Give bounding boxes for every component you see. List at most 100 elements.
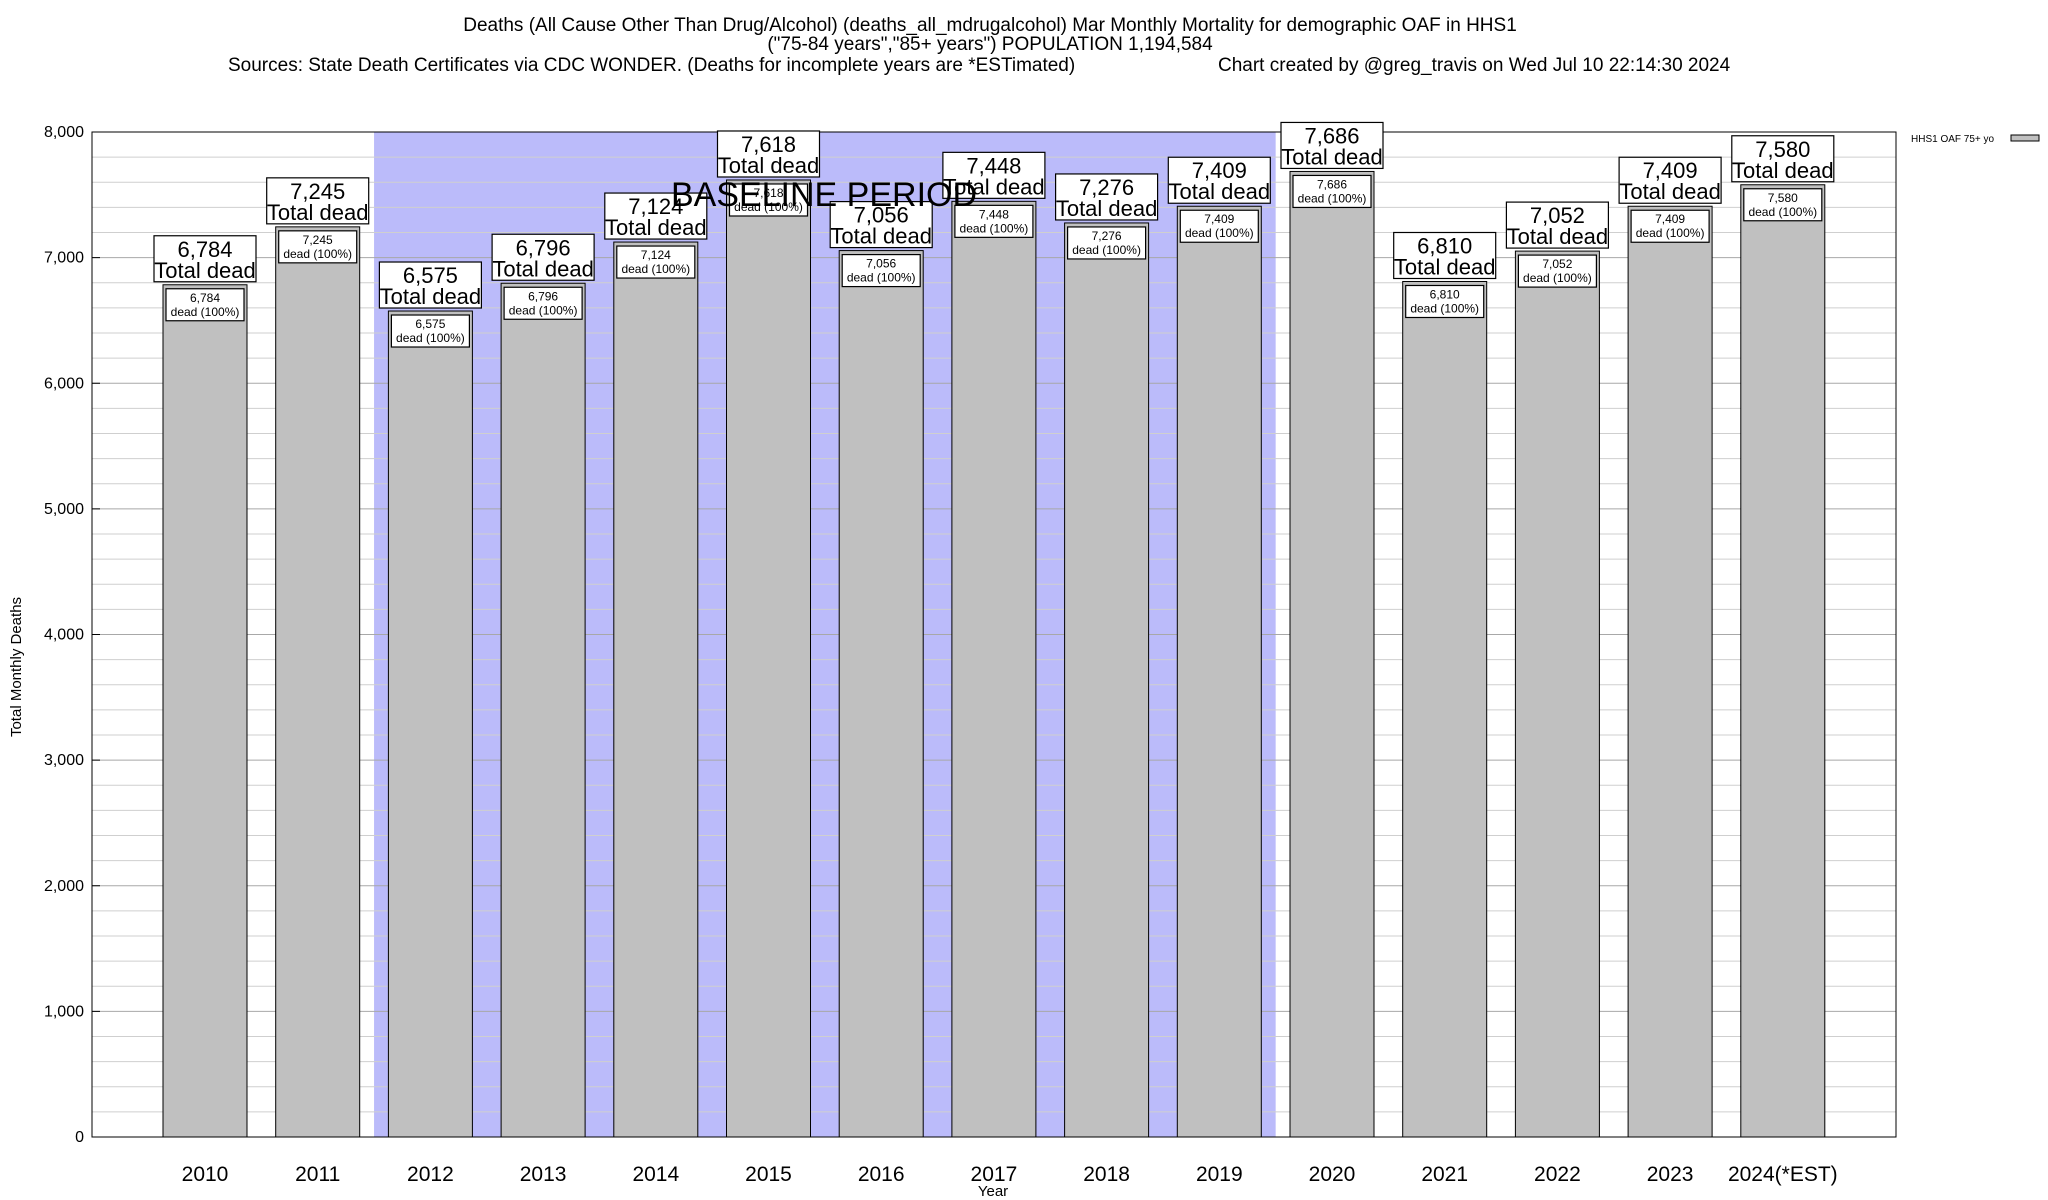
bar (1064, 222, 1150, 1138)
plot-area: 0 1,000 2,000 3,000 4,000 5,000 6,000 7,000 8,00… (44, 121, 1897, 1186)
bar-total-text-label: Total dead (605, 215, 707, 240)
bar (726, 179, 811, 1138)
x-tick-label: 2014 (632, 1163, 679, 1186)
bar-inner-value-label: 7,409 (1204, 212, 1234, 226)
bar-inner-label-box (616, 245, 696, 279)
bar (1402, 280, 1488, 1138)
bar (1176, 205, 1262, 1138)
bar-total-label-box (942, 151, 1046, 199)
bar (1289, 170, 1375, 1138)
x-tick-label: 2012 (407, 1163, 454, 1186)
bar-total-text-label: Total dead (830, 224, 932, 249)
bar-total-label-box (378, 261, 482, 309)
bar-inner-percent-label: dead (100%) (1185, 226, 1254, 240)
x-tick-label: 2023 (1647, 1163, 1694, 1186)
bar-inner-label-box (278, 230, 358, 264)
bar-inner-value-label: 7,245 (303, 233, 333, 247)
chart-title: Deaths (All Cause Other Than Drug/Alcoho… (463, 15, 1517, 36)
bar-inner-label-box (1179, 209, 1259, 243)
bar-inner-label-box (1630, 209, 1710, 243)
bar-inner-value-label: 7,686 (1317, 177, 1347, 191)
bar-total-value-label: 7,409 (1192, 158, 1247, 183)
y-tick-label: 2,000 (44, 878, 84, 895)
y-tick-label: 1,000 (44, 1003, 84, 1020)
bar-inner-value-label: 6,810 (1430, 287, 1460, 301)
bar-inner-value-label: 7,052 (1542, 257, 1572, 271)
bar-total-value-label: 7,618 (741, 132, 796, 157)
bar-total-label-box (153, 235, 257, 283)
x-tick-label: 2021 (1421, 1163, 1468, 1186)
bar (1740, 184, 1826, 1138)
bar-total-value-label: 6,796 (516, 235, 571, 260)
x-tick-label: 2013 (520, 1163, 567, 1186)
bar (951, 200, 1037, 1138)
x-tick-label: 2017 (971, 1163, 1018, 1186)
bar-total-label-box (1280, 121, 1384, 170)
legend-label: HHS1 OAF 75+ yo (1911, 134, 1995, 145)
bar-total-text-label: Total dead (1056, 196, 1158, 221)
y-axis-title: Total Monthly Deaths (8, 597, 25, 737)
bar (387, 310, 473, 1138)
bar-total-text-label: Total dead (1732, 158, 1834, 183)
bar (1627, 205, 1713, 1138)
x-tick-label: 2010 (182, 1163, 229, 1186)
bar-total-text-label: Total dead (1507, 224, 1609, 249)
bar-total-value-label: 7,245 (290, 179, 345, 204)
bar-inner-value-label: 6,784 (190, 291, 220, 305)
bar-inner-label-box (1517, 254, 1598, 288)
x-tick-label: 2020 (1309, 1163, 1356, 1186)
legend: HHS1 OAF 75+ yo (1911, 134, 2040, 145)
bar-total-label-box (829, 200, 933, 249)
y-tick-label: 4,000 (44, 627, 84, 644)
bar-inner-label-box (841, 253, 921, 288)
bar-inner-label-box (728, 183, 809, 217)
bar-total-text-label: Total dead (154, 258, 256, 283)
y-tick-label: 6,000 (44, 375, 84, 392)
x-tick-label: 2019 (1196, 1163, 1243, 1186)
bar-total-label-box (1167, 156, 1271, 204)
chart-credit: Chart created by @greg_travis on Wed Jul… (1218, 55, 1731, 76)
bar-total-value-label: 7,448 (966, 153, 1021, 178)
x-tick-label: 2016 (858, 1163, 905, 1186)
bar-inner-value-label: 7,580 (1768, 191, 1798, 205)
bar-inner-percent-label: dead (100%) (847, 271, 916, 285)
bar-total-text-label: Total dead (267, 200, 369, 225)
bar-total-text-label: Total dead (492, 256, 594, 281)
bar-total-text-label: Total dead (1281, 144, 1383, 169)
bar-inner-percent-label: dead (100%) (960, 221, 1029, 235)
bar-inner-label-box (954, 204, 1034, 238)
bar-inner-label-box (1066, 226, 1147, 260)
bar-total-text-label: Total dead (943, 174, 1045, 199)
bar-inner-percent-label: dead (100%) (1748, 205, 1817, 219)
bar-inner-label-box (503, 286, 583, 320)
bar-inner-label-box (165, 288, 245, 322)
bar-inner-percent-label: dead (100%) (509, 303, 578, 317)
y-tick-label: 5,000 (44, 501, 84, 518)
bar-total-text-label: Total dead (1394, 254, 1496, 279)
bar-inner-value-label: 6,796 (528, 289, 558, 303)
x-tick-label: 2024(*EST) (1728, 1163, 1838, 1186)
y-tick-label: 7,000 (44, 250, 84, 267)
y-tick-label: 3,000 (44, 752, 84, 769)
bar-inner-value-label: 6,575 (415, 317, 445, 331)
bar-total-label-box (604, 192, 708, 240)
bar-inner-label-box (390, 314, 470, 348)
bar-total-value-label: 7,124 (628, 194, 683, 219)
bar-inner-percent-label: dead (100%) (396, 331, 465, 345)
bar-inner-value-label: 7,618 (753, 186, 783, 200)
bar (1514, 250, 1600, 1138)
bar-total-value-label: 6,575 (403, 263, 458, 288)
x-axis-title: Year (978, 1183, 1008, 1200)
bar (500, 282, 586, 1138)
bar-inner-value-label: 7,124 (641, 248, 671, 262)
bar-inner-percent-label: dead (100%) (171, 305, 240, 319)
bar-total-value-label: 7,686 (1304, 123, 1359, 148)
x-tick-label: 2011 (295, 1163, 340, 1186)
bar-total-value-label: 7,056 (854, 203, 909, 228)
bar-inner-label-box (1292, 174, 1372, 209)
bar-total-text-label: Total dead (380, 284, 482, 309)
bar-total-label-box (716, 130, 821, 178)
x-tick-label: 2015 (745, 1163, 792, 1186)
bar-total-value-label: 6,810 (1417, 233, 1472, 258)
